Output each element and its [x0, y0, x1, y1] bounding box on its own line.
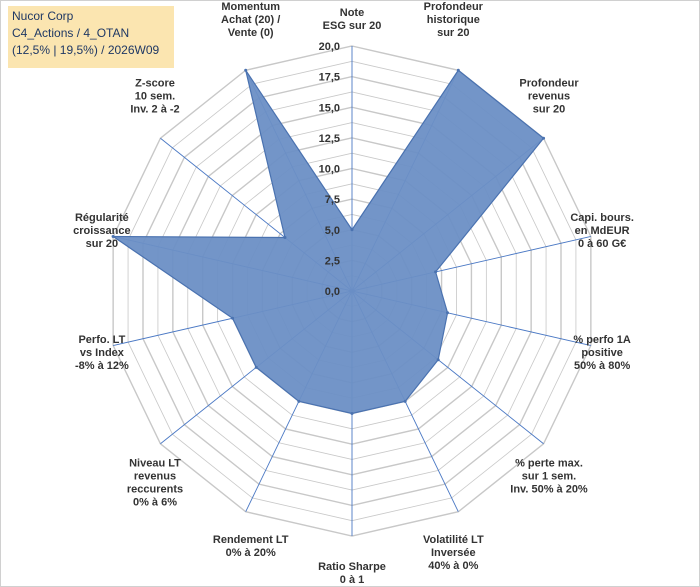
tick-label: 20,0 — [319, 41, 340, 53]
tick-label: 10,0 — [319, 164, 340, 176]
axis-label: Rendement LT 0% à 20% — [213, 534, 289, 559]
tick-label: 12,5 — [319, 133, 340, 145]
axis-label: Momentum Achat (20) / Vente (0) — [221, 1, 280, 39]
axis-label-line: Ratio Sharpe — [318, 561, 386, 573]
axis-label-line: Profondeur — [424, 1, 484, 13]
axis-label-line: sur 20 — [437, 27, 469, 39]
chart-title-box: Nucor Corp C4_Actions / 4_OTAN (12,5% | … — [8, 6, 174, 68]
series-point — [350, 412, 354, 415]
axis-label: % perfo 1A positive 50% à 80% — [573, 334, 631, 372]
series-point — [254, 365, 258, 369]
axis-label-line: en MdEUR — [575, 225, 630, 237]
series-point — [244, 68, 248, 72]
series-point — [542, 136, 546, 140]
axis-label-line: % perfo 1A — [573, 334, 631, 346]
axis-label-line: 50% à 80% — [574, 360, 630, 372]
axis-label: Profondeur revenus sur 20 — [519, 78, 579, 116]
tick-label: 5,0 — [325, 225, 340, 237]
axis-label-line: sur 20 — [533, 104, 565, 116]
series-point — [446, 311, 450, 315]
tick-label: 17,5 — [319, 72, 340, 84]
score-summary: (12,5% | 19,5%) / 2026W09 — [12, 43, 160, 57]
axis-label: Note ESG sur 20 — [323, 7, 382, 32]
axis-label-line: historique — [427, 14, 480, 26]
axis-label-line: Perfo. LT — [78, 334, 125, 346]
axis-label: % perte max. sur 1 sem. Inv. 50% à 20% — [510, 457, 588, 495]
tick-label: 15,0 — [319, 102, 340, 114]
axis-label-line: 40% à 0% — [428, 560, 478, 572]
tick-label: 7,5 — [325, 194, 340, 206]
axis-label-line: 0 à 60 G€ — [578, 238, 626, 250]
axis-label-line: revenus — [134, 470, 176, 482]
tick-label: 2,5 — [325, 255, 340, 267]
axis-label-line: Vente (0) — [228, 27, 274, 39]
axis-label-line: sur 20 — [86, 238, 118, 250]
series-point — [297, 399, 301, 403]
axis-label-line: 0% à 6% — [133, 496, 177, 508]
axis-label-line: 0% à 20% — [226, 547, 276, 559]
axis-label: Ratio Sharpe 0 à 1 — [318, 561, 386, 586]
axis-label: Profondeur historique sur 20 — [424, 1, 484, 39]
axis-label: Z-score 10 sem. Inv. 2 à -2 — [130, 78, 179, 116]
axis-label-line: Inv. 2 à -2 — [130, 104, 179, 116]
series-layer — [111, 68, 546, 415]
axis-label-line: vs Index — [80, 347, 125, 359]
axis-label-line: 10 sem. — [135, 91, 175, 103]
axis-label-line: Achat (20) / — [221, 14, 280, 26]
axis-label-line: 0 à 1 — [340, 574, 364, 586]
company-name: Nucor Corp — [12, 9, 74, 23]
axis-label-line: croissance — [73, 225, 130, 237]
axis-label: Niveau LT revenus reccurents 0% à 6% — [127, 457, 183, 508]
axis-label-line: Z-score — [135, 78, 175, 90]
axis-label-line: positive — [581, 347, 623, 359]
axis-label: Capi. bours. en MdEUR 0 à 60 G€ — [570, 212, 634, 250]
axis-label-line: Rendement LT — [213, 534, 289, 546]
series-point — [111, 234, 115, 238]
axis-label-line: Momentum — [221, 1, 280, 13]
series-point — [283, 236, 287, 240]
axis-label-line: reccurents — [127, 483, 183, 495]
axis-label: Perfo. LT vs Index -8% à 12% — [75, 334, 129, 372]
tick-layer: 0,0 2,5 5,0 7,5 10,0 12,5 15,0 17,5 20,0 — [319, 41, 340, 298]
axis-label-line: % perte max. — [515, 457, 583, 469]
series-point — [231, 316, 235, 320]
axis-label-line: Niveau LT — [129, 457, 181, 469]
axis-label-line: Inversée — [431, 547, 476, 559]
axis-label-line: Volatilité LT — [423, 534, 484, 546]
axis-label-line: revenus — [528, 91, 570, 103]
series-area — [111, 69, 545, 415]
series-point — [350, 228, 354, 232]
axis-label-line: sur 1 sem. — [522, 470, 576, 482]
axis-label: Régularité croissance sur 20 — [73, 212, 130, 250]
axis-label-line: ESG sur 20 — [323, 20, 382, 32]
axis-label-line: Inv. 50% à 20% — [510, 483, 588, 495]
series-point — [403, 399, 407, 403]
series-point — [436, 358, 440, 362]
axis-label-line: Note — [340, 7, 364, 19]
tick-label: 0,0 — [325, 286, 340, 298]
axis-label-line: -8% à 12% — [75, 360, 129, 372]
axis-label-line: Capi. bours. — [570, 212, 634, 224]
series-point — [456, 68, 460, 72]
axis-label-line: Profondeur — [519, 78, 579, 90]
axis-label: Volatilité LT Inversée 40% à 0% — [423, 534, 484, 572]
axis-label-line: Régularité — [75, 212, 129, 224]
series-point — [434, 270, 438, 274]
portfolio-path: C4_Actions / 4_OTAN — [12, 26, 130, 40]
